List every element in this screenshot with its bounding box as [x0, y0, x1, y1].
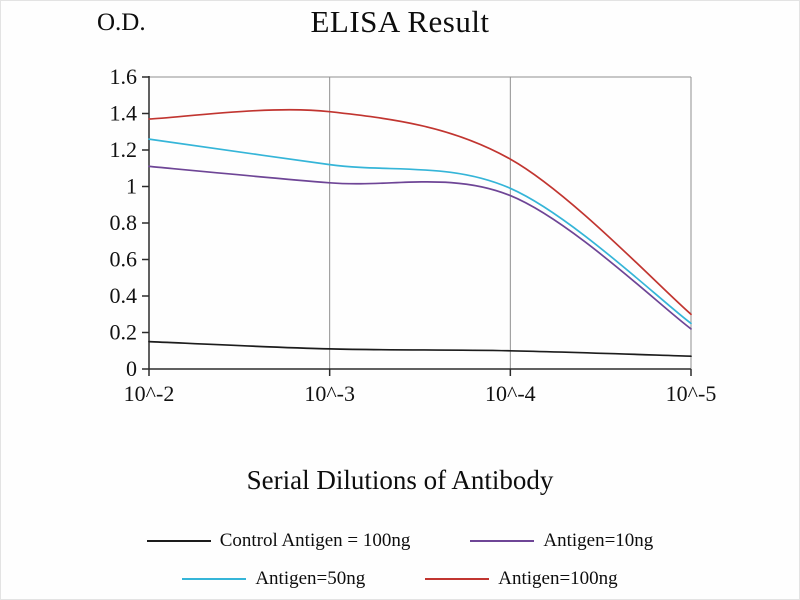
svg-text:0.2: 0.2	[110, 320, 138, 345]
legend-line-antigen-10ng	[470, 540, 535, 542]
svg-text:1.4: 1.4	[110, 101, 138, 126]
legend-item-control-antigen: Control Antigen = 100ng	[146, 530, 411, 552]
svg-text:0.6: 0.6	[110, 247, 138, 272]
legend-item-antigen-100ng: Antigen=100ng	[425, 568, 618, 590]
legend-line-antigen-100ng	[425, 578, 490, 580]
legend-label-control-antigen: Control Antigen = 100ng	[219, 530, 411, 551]
legend-label-antigen-10ng: Antigen=10ng	[543, 530, 654, 551]
legend-line-antigen-50ng	[182, 578, 247, 580]
svg-text:1: 1	[126, 174, 137, 199]
legend-row-2: Antigen=50ng Antigen=100ng	[1, 567, 799, 591]
svg-text:10^-2: 10^-2	[124, 381, 175, 406]
legend-label-antigen-100ng: Antigen=100ng	[498, 568, 618, 589]
legend-item-antigen-50ng: Antigen=50ng	[182, 568, 365, 590]
svg-text:0: 0	[126, 356, 137, 381]
svg-text:1.6: 1.6	[110, 64, 138, 89]
x-axis-label: Serial Dilutions of Antibody	[246, 465, 554, 495]
svg-text:10^-3: 10^-3	[304, 381, 355, 406]
svg-text:0.4: 0.4	[110, 283, 138, 308]
legend-line-control-antigen	[146, 540, 211, 542]
svg-text:10^-4: 10^-4	[485, 381, 536, 406]
chart-title: ELISA Result	[310, 4, 490, 39]
y-axis-label: O.D.	[97, 9, 146, 36]
legend-label-antigen-50ng: Antigen=50ng	[255, 568, 366, 589]
svg-text:0.8: 0.8	[110, 210, 138, 235]
legend: Control Antigen = 100ng Antigen=10ng Ant…	[1, 529, 799, 591]
svg-text:1.2: 1.2	[110, 137, 138, 162]
svg-text:10^-5: 10^-5	[666, 381, 717, 406]
legend-item-antigen-10ng: Antigen=10ng	[470, 530, 653, 552]
legend-row-1: Control Antigen = 100ng Antigen=10ng	[1, 529, 799, 553]
